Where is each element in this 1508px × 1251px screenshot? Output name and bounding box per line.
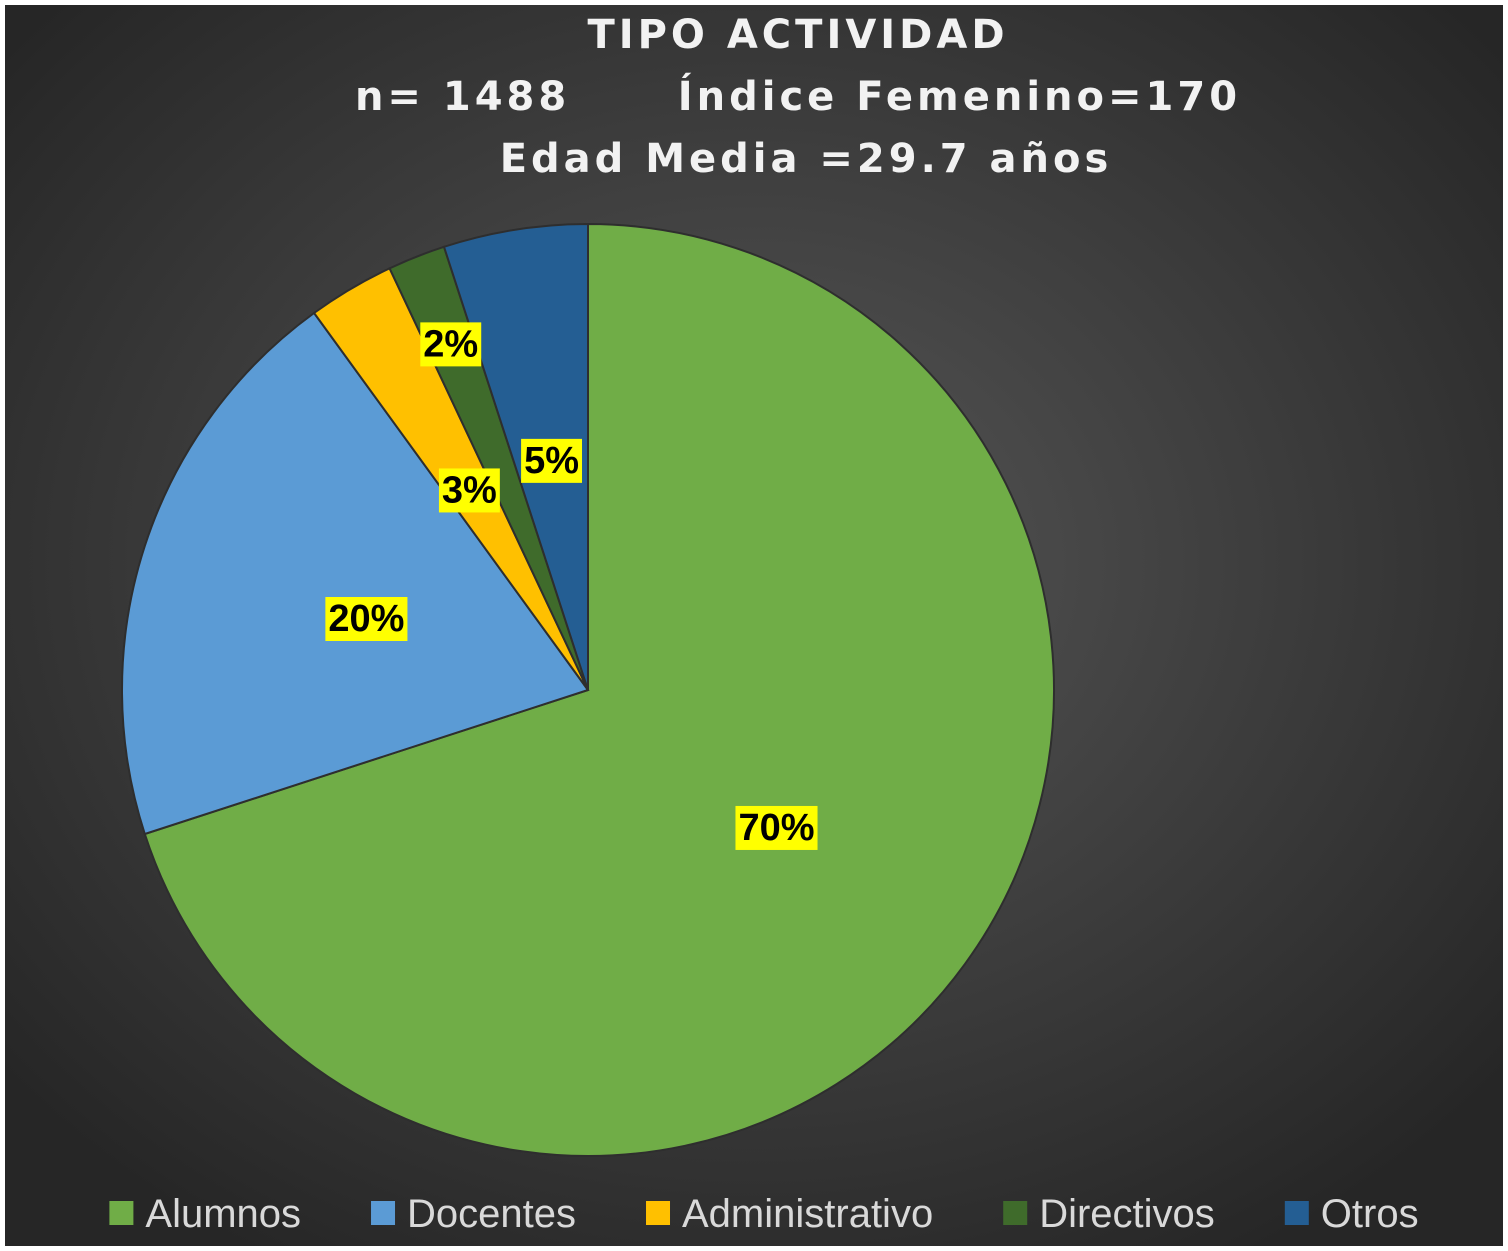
legend-swatch (1284, 1201, 1309, 1225)
data-label: 20% (328, 598, 404, 640)
legend-label: Otros (1321, 1192, 1419, 1236)
data-label-bg (420, 322, 482, 367)
chart-subtitle: n= 1488 Índice Femenino=170 (355, 72, 1241, 120)
data-label-bg (325, 596, 408, 641)
legend-swatch (1003, 1201, 1028, 1225)
data-labels: 70% 20% 3% 2% 5% (325, 322, 818, 850)
legend: Alumnos Docentes Administrativo Directivos O… (109, 1192, 1419, 1236)
legend-label: Administrativo (682, 1192, 933, 1236)
data-label: 70% (738, 807, 814, 849)
legend-label: Docentes (407, 1192, 576, 1236)
data-label-bg (438, 468, 500, 513)
legend-swatch (646, 1201, 671, 1225)
chart-subtitle: Edad Media =29.7 años (500, 136, 1113, 182)
legend-label: Alumnos (145, 1192, 301, 1236)
legend-label: Directivos (1039, 1192, 1215, 1236)
data-label-bg (521, 438, 583, 483)
data-label: 5% (524, 440, 579, 482)
pie-slice (143, 222, 1055, 1157)
pie-slice (121, 311, 590, 836)
legend-swatch (371, 1201, 396, 1225)
legend-swatch (109, 1201, 134, 1225)
data-label: 2% (423, 323, 478, 365)
data-label: 3% (442, 469, 497, 511)
pie (121, 222, 1055, 1157)
data-label-bg (735, 805, 818, 850)
chart-title: TIPO ACTIVIDAD (587, 12, 1008, 58)
